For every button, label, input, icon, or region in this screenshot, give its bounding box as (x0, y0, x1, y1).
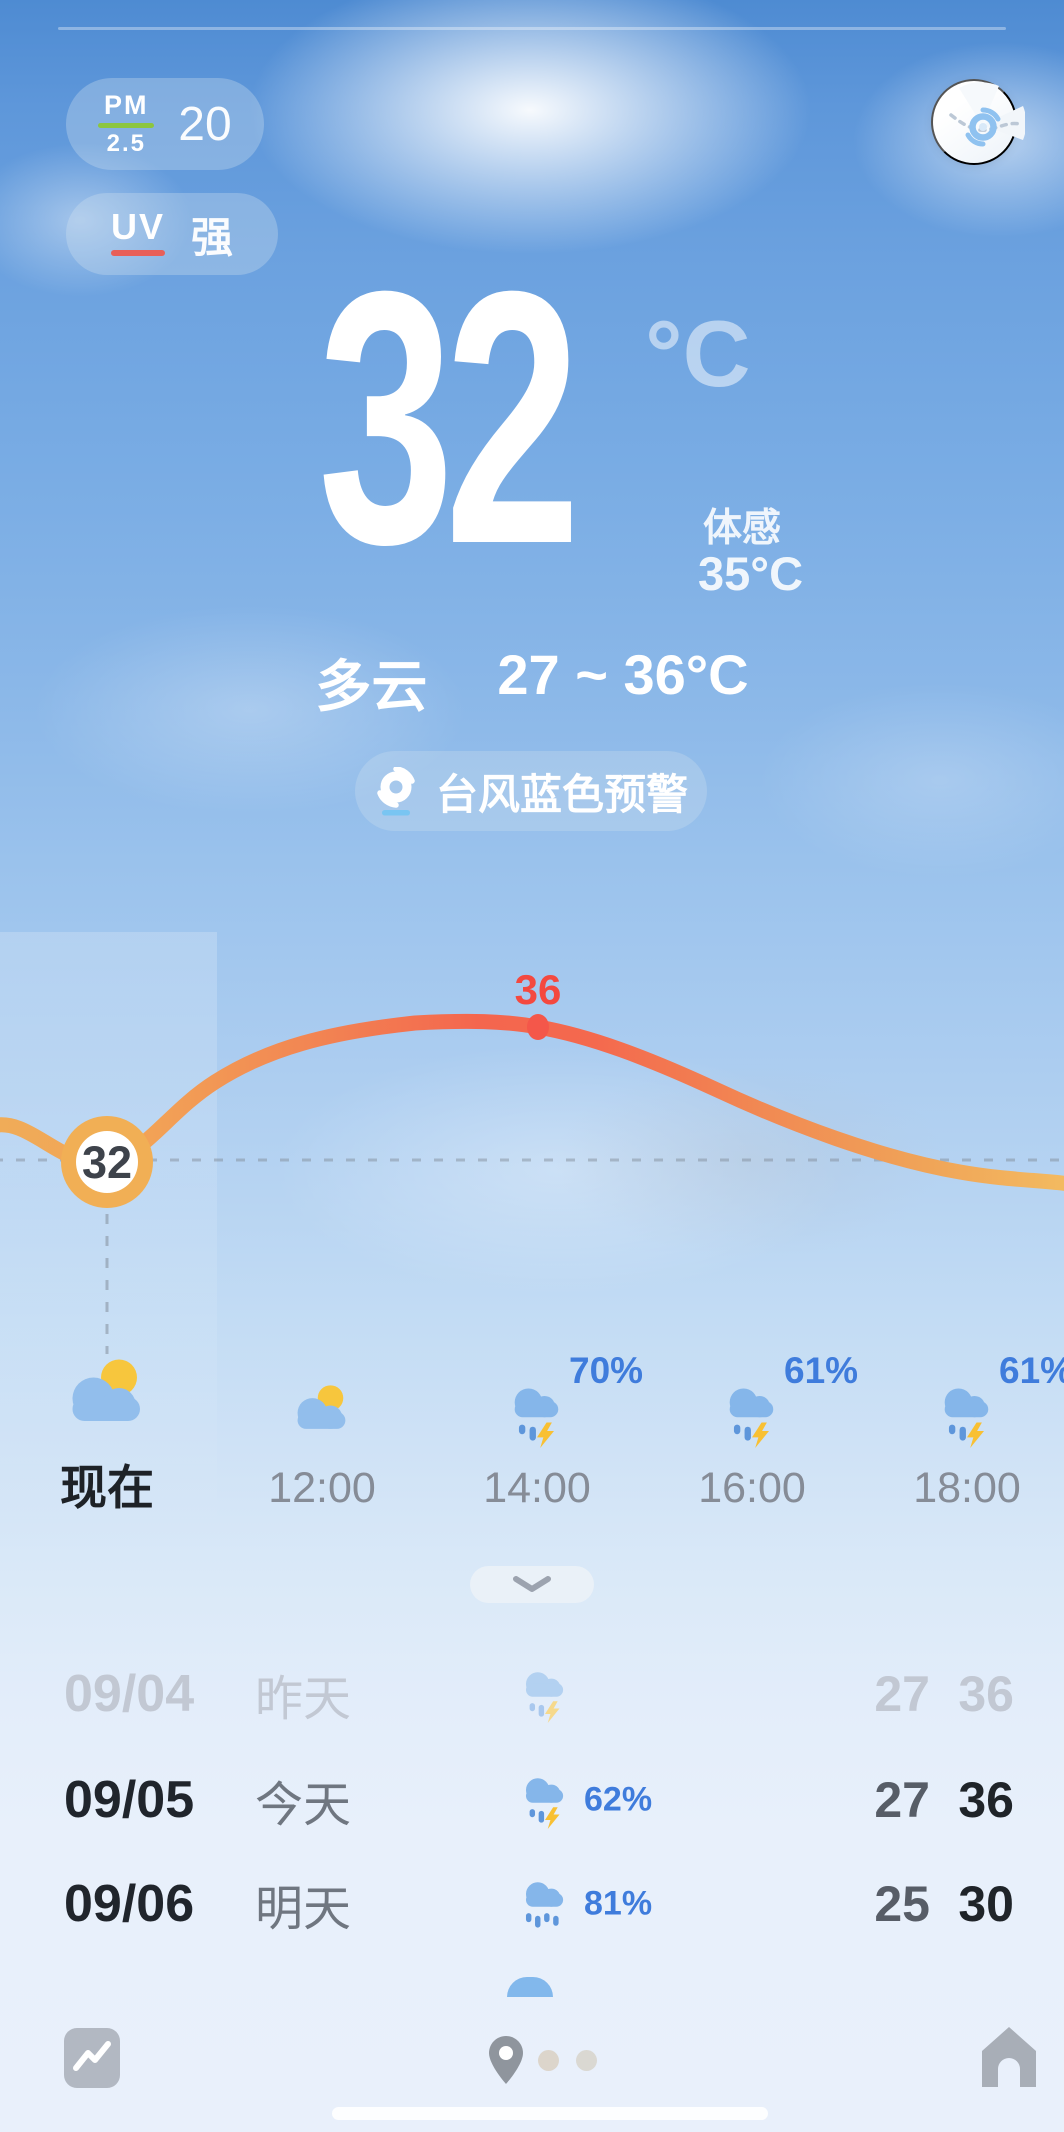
pm25-icon: PM 2.5 (98, 90, 155, 157)
uv-icon: UV (110, 205, 165, 260)
pm25-value: 20 (178, 97, 232, 151)
home-button[interactable] (978, 2024, 1040, 2090)
feels-like-label: 体感 (703, 507, 782, 550)
uv-badge[interactable]: UV 强 (66, 193, 278, 275)
hourly-item[interactable]: 70% 14:00 (430, 1330, 644, 1514)
daily-high-temp: 36 (958, 1666, 1014, 1722)
trend-chart-icon (64, 2028, 120, 2088)
daily-precip: 81% (584, 1884, 653, 1923)
pm25-green-bar (98, 123, 155, 128)
daily-low-temp: 27 (874, 1772, 930, 1828)
temperature-curve (0, 1013, 1064, 1191)
daily-row-yesterday[interactable]: 09/04 昨天 27 36 (0, 1642, 1064, 1746)
typhoon-warning-button[interactable]: 台风蓝色预警 (355, 751, 707, 831)
daily-low-temp: 27 (874, 1666, 930, 1722)
expand-hourly-button[interactable] (470, 1566, 594, 1603)
hourly-temperature-chart: 36 32 (0, 966, 1064, 1354)
hourly-time: 18:00 (913, 1464, 1021, 1512)
location-pin-icon (489, 2036, 523, 2084)
hourly-item[interactable]: 12:00 (215, 1330, 429, 1514)
daily-row-tomorrow[interactable]: 09/06 明天 81% 25 30 (0, 1852, 1064, 1956)
hourly-item-now[interactable]: 现在 (0, 1330, 214, 1514)
hourly-item[interactable]: 61% 18:00 (860, 1330, 1064, 1514)
chevron-down-icon (513, 1576, 551, 1592)
feels-like-value: 35°C (698, 547, 804, 600)
peak-point-dot (527, 1014, 549, 1040)
condition-row: 多云 27 ~ 36°C (0, 642, 1064, 723)
thunder-rain-icon (933, 1380, 1001, 1448)
hourly-time: 12:00 (268, 1464, 376, 1512)
trend-button[interactable] (62, 2026, 122, 2090)
temperature-range: 27 ~ 36°C (497, 643, 749, 706)
daily-row-today[interactable]: 09/05 今天 62% 27 36 (0, 1748, 1064, 1852)
daily-high-temp: 36 (958, 1772, 1014, 1828)
thunder-rain-icon (718, 1380, 786, 1448)
current-point-fill (76, 1131, 138, 1193)
daily-high-temp: 30 (958, 1876, 1014, 1932)
heavy-rain-icon (516, 1875, 574, 1933)
typhoon-tracker-button[interactable] (931, 79, 1025, 165)
top-divider-line (58, 27, 1006, 30)
next-row-cloud-peek (507, 1977, 553, 1997)
cloud-sun-icon (59, 1352, 155, 1448)
hourly-time: 14:00 (483, 1464, 591, 1512)
uv-icon-label: UV (110, 205, 165, 247)
uv-value: 强 (191, 213, 234, 261)
current-temperature-marker: 32 (82, 1137, 132, 1188)
thunder-rain-icon (516, 1665, 574, 1723)
page-dot[interactable] (538, 2050, 559, 2071)
daily-day-label: 今天 (255, 1779, 352, 1832)
hourly-time: 16:00 (698, 1464, 806, 1512)
daily-day-label: 明天 (255, 1883, 352, 1936)
daily-date: 09/04 (64, 1665, 195, 1723)
cloud-sun-icon (288, 1380, 356, 1448)
thunder-rain-icon (503, 1380, 571, 1448)
page-dot[interactable] (576, 2050, 597, 2071)
home-icon (982, 2027, 1036, 2087)
pm25-badge[interactable]: PM 2.5 20 (66, 78, 264, 170)
daily-day-label: 昨天 (255, 1673, 352, 1726)
home-indicator-bar[interactable] (332, 2107, 768, 2120)
precip-chance: 61% (784, 1350, 859, 1391)
typhoon-track-icon (949, 82, 1025, 147)
temperature-unit: °C (645, 301, 751, 406)
pm25-icon-top: PM (104, 90, 149, 120)
daily-date: 09/06 (64, 1875, 195, 1933)
hourly-forecast-strip[interactable]: 现在 12:00 70% 14:00 61% 16:00 (0, 1330, 1064, 1540)
hourly-time: 现在 (60, 1461, 154, 1514)
daily-date: 09/05 (64, 1771, 195, 1829)
hourly-item[interactable]: 61% 16:00 (645, 1330, 859, 1514)
thunder-rain-icon (516, 1771, 574, 1829)
daily-precip: 62% (584, 1780, 653, 1819)
pm25-icon-bottom: 2.5 (106, 130, 146, 157)
condition-text: 多云 (315, 655, 428, 718)
current-temperature: 32 (318, 217, 581, 619)
uv-red-bar (110, 249, 165, 256)
precip-chance: 70% (569, 1350, 644, 1391)
typhoon-icon (377, 766, 415, 815)
daily-low-temp: 25 (874, 1876, 930, 1932)
precip-chance: 61% (999, 1350, 1064, 1391)
typhoon-warning-label: 台风蓝色预警 (435, 770, 688, 818)
peak-temperature-label: 36 (515, 966, 562, 1013)
